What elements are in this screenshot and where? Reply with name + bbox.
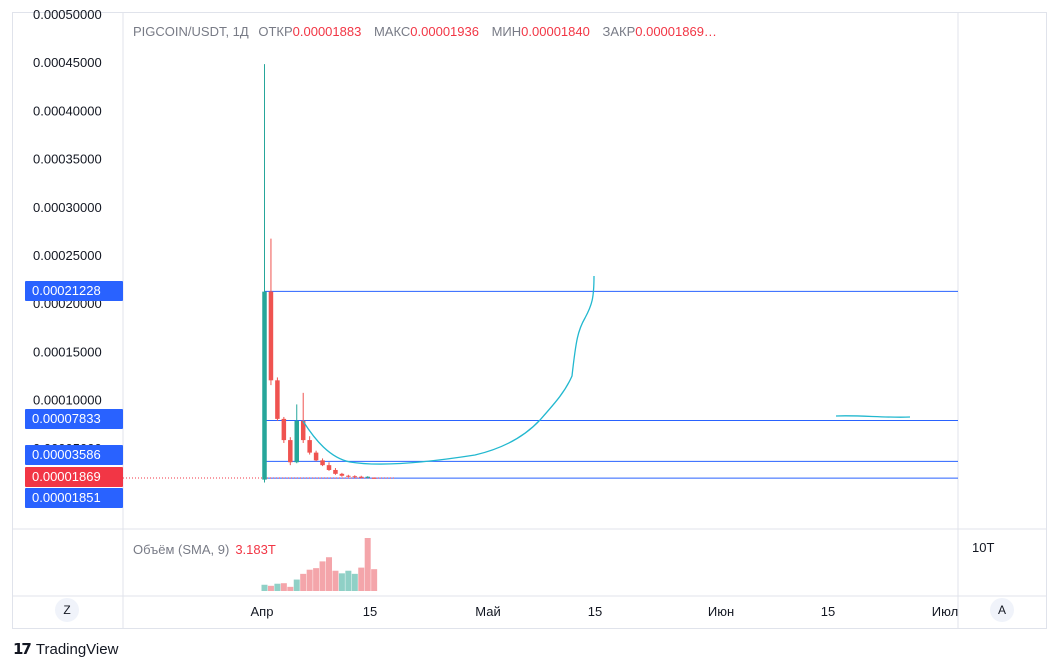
tradingview-brand: TradingView [35, 640, 119, 658]
candle-body [339, 473, 345, 476]
y-tick-label: 0.00025000 [33, 248, 102, 263]
x-tick-label: Июл [932, 604, 958, 619]
candle-body [333, 469, 338, 474]
candle-body [294, 420, 299, 463]
candle-body [281, 418, 287, 441]
y-tick-label: 0.00045000 [33, 55, 102, 70]
candle-body [288, 440, 293, 463]
x-tick-label: 15 [363, 604, 377, 619]
candle-body [300, 420, 306, 441]
price-tag-last-price[interactable]: 0.00001869 [25, 467, 123, 487]
volume-bar [306, 569, 313, 591]
y-tick-label: 0.00030000 [33, 200, 102, 215]
volume-bar [326, 557, 332, 591]
volume-bar [364, 538, 371, 591]
volume-bar [267, 585, 274, 591]
legend-low-value: 0.00001840 [521, 24, 590, 39]
chart-frame [12, 12, 1047, 629]
candle-body [262, 291, 267, 480]
x-tick-label: Июн [708, 604, 734, 619]
legend-high-value: 0.00001936 [410, 24, 479, 39]
x-tick-label: Апр [251, 604, 274, 619]
price-tag-hline-1[interactable]: 0.00021228 [25, 281, 123, 301]
volume-bar [338, 573, 345, 591]
price-tag-hline-4[interactable]: 0.00001851 [25, 488, 123, 508]
volume-scale-label: 10T [972, 540, 995, 555]
volume-bar [280, 583, 287, 591]
legend-close-value: 0.00001869… [635, 24, 717, 39]
freehand-curve-drawing [302, 275, 595, 465]
candle-body [359, 476, 364, 478]
candle-body [268, 291, 274, 381]
volume-bar [274, 583, 281, 591]
volume-bar [293, 579, 300, 591]
freehand-stroke-drawing [835, 415, 911, 418]
volume-bar [261, 584, 268, 591]
y-tick-label: 0.00010000 [33, 393, 102, 408]
candle-body [313, 452, 319, 461]
symbol-title: PIGCOIN/USDT, 1Д [133, 24, 249, 39]
candle-body [326, 465, 332, 470]
y-tick-label: 0.00035000 [33, 152, 102, 167]
candle-body [352, 476, 358, 478]
volume-bar [358, 567, 365, 591]
candle-body [371, 477, 377, 479]
volume-legend: Объём (SMA, 9) 3.183T [133, 542, 276, 557]
volume-bar [300, 573, 307, 591]
legend-open-key: ОТКР [258, 24, 293, 39]
volume-value: 3.183T [235, 542, 276, 557]
candle-body [307, 440, 312, 453]
volume-bar [287, 586, 294, 591]
candle-body [320, 460, 325, 466]
volume-bar [351, 573, 358, 591]
tradingview-logo-icon: 17 [13, 640, 32, 658]
y-tick-label: 0.00050000 [33, 7, 102, 22]
volume-bar [332, 570, 339, 591]
legend-low-key: МИН [491, 24, 522, 39]
symbol-legend: PIGCOIN/USDT, 1Д ОТКР0.00001883 МАКС0.00… [133, 24, 726, 39]
price-tag-hline-2[interactable]: 0.00007833 [25, 409, 123, 429]
volume-bar [371, 569, 378, 591]
volume-bar [313, 568, 320, 591]
y-tick-label: 0.00040000 [33, 103, 102, 118]
legend-high-key: МАКС [373, 24, 411, 39]
x-tick-label: 15 [588, 604, 602, 619]
price-tag-hline-3[interactable]: 0.00003586 [25, 445, 123, 465]
legend-open-value: 0.00001883 [292, 24, 362, 39]
candle-body [275, 380, 280, 419]
volume-bar [345, 570, 352, 591]
legend-close-key: ЗАКР [602, 24, 636, 39]
x-tick-label: Май [475, 604, 500, 619]
candle-body [365, 476, 370, 478]
zoom-reset-button[interactable]: Z [55, 598, 79, 622]
volume-bar [319, 561, 326, 591]
y-tick-label: 0.00015000 [33, 344, 102, 359]
tradingview-footer[interactable]: 17 TradingView [13, 640, 118, 658]
volume-label: Объём (SMA, 9) [133, 542, 230, 557]
candle-body [346, 475, 351, 477]
auto-scale-button[interactable]: A [990, 598, 1014, 622]
x-tick-label: 15 [821, 604, 835, 619]
